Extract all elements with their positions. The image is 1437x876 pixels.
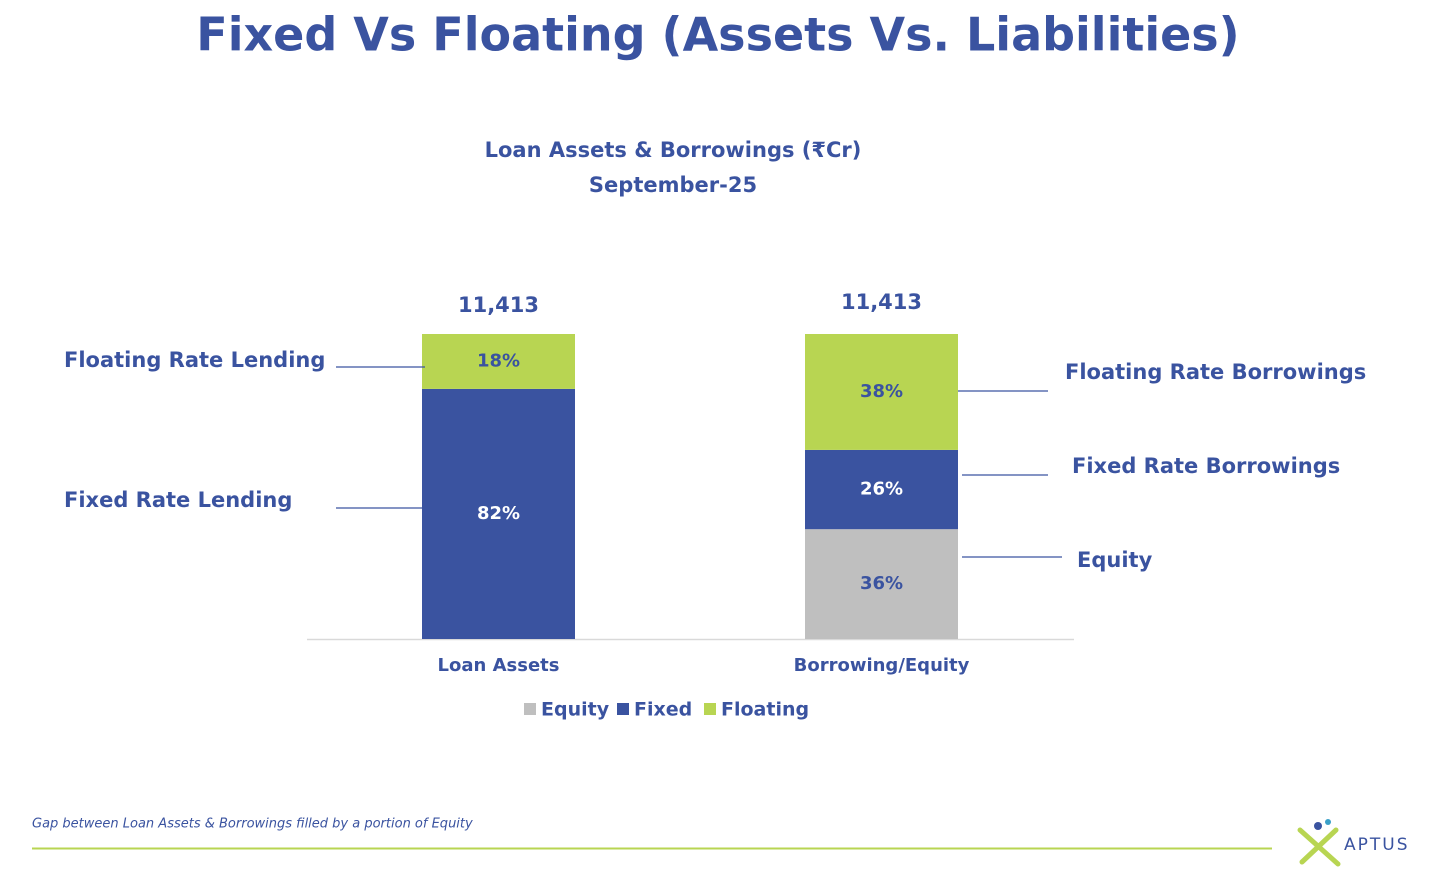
bar-segment bbox=[805, 449, 958, 530]
x-tick-label: Borrowing/Equity bbox=[794, 655, 970, 676]
annotation: Floating Rate Borrowings bbox=[1065, 360, 1366, 384]
chart-subtitle: Loan Assets & Borrowings (₹Cr) bbox=[485, 138, 862, 162]
legend-label: Floating bbox=[721, 699, 809, 721]
legend-swatch bbox=[704, 703, 716, 715]
bar-segment bbox=[422, 388, 575, 639]
x-tick-label: Loan Assets bbox=[438, 655, 560, 676]
annotation: Floating Rate Lending bbox=[64, 348, 325, 372]
value-label: 82% bbox=[477, 503, 520, 524]
legend-swatch bbox=[617, 703, 629, 715]
logo-text: APTUS bbox=[1344, 835, 1410, 855]
value-label: 38% bbox=[860, 381, 903, 402]
bar-segment bbox=[805, 334, 958, 450]
value-label: 26% bbox=[860, 479, 903, 500]
chart-subtitle: September-25 bbox=[589, 173, 757, 197]
bar-segment bbox=[422, 334, 575, 389]
legend-label: Fixed bbox=[634, 699, 692, 721]
total-label: 11,413 bbox=[458, 293, 539, 317]
logo-icon bbox=[1297, 819, 1341, 867]
slide-title: Fixed Vs Floating (Assets Vs. Liabilitie… bbox=[196, 8, 1239, 62]
value-label: 18% bbox=[477, 350, 520, 371]
annotation: Fixed Rate Lending bbox=[64, 488, 292, 512]
annotation: Equity bbox=[1077, 548, 1153, 572]
value-label: 36% bbox=[860, 573, 903, 594]
footnote: Gap between Loan Assets & Borrowings fil… bbox=[32, 817, 473, 832]
total-label: 11,413 bbox=[841, 290, 922, 314]
bar-segment bbox=[805, 529, 958, 639]
annotation: Fixed Rate Borrowings bbox=[1072, 454, 1340, 478]
legend-swatch bbox=[524, 703, 536, 715]
legend-label: Equity bbox=[541, 699, 610, 721]
